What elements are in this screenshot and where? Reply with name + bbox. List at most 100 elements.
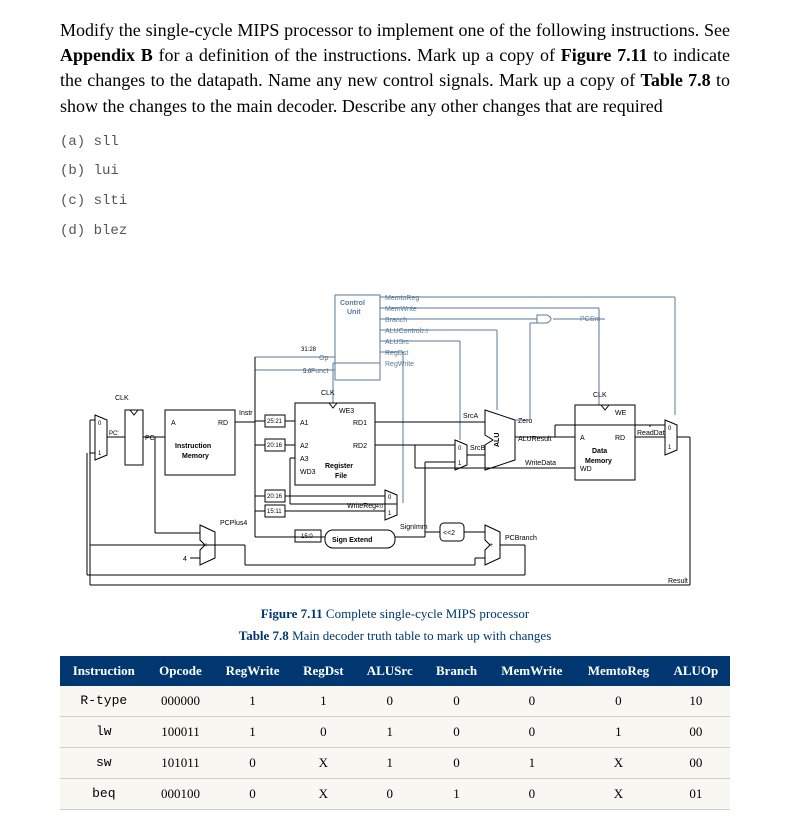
- td: 01: [662, 779, 730, 810]
- td: X: [292, 779, 355, 810]
- intro-ref-table: Table 7.8: [641, 70, 711, 90]
- lbl-clk: CLK: [115, 395, 129, 402]
- lbl-wd3: WD3: [300, 469, 316, 476]
- lbl-srca: SrcA: [463, 413, 479, 420]
- opt-code: slti: [94, 193, 128, 209]
- lbl-result: Result: [668, 578, 688, 585]
- lbl-writedata: WriteData: [525, 460, 556, 467]
- lbl-srcb: SrcB: [470, 445, 486, 452]
- lbl-op: Op: [319, 355, 328, 362]
- td: 00: [662, 748, 730, 779]
- table-header-row: Instruction Opcode RegWrite RegDst ALUSr…: [60, 656, 730, 686]
- td: R-type: [60, 686, 148, 717]
- lbl-a2: A2: [300, 443, 309, 450]
- lbl-regdst: RegDst: [385, 350, 408, 357]
- table-cap-label: Table 7.8: [239, 628, 289, 643]
- lbl-signimm: SignImm: [400, 524, 428, 531]
- svg-text:Data: Data: [592, 448, 607, 455]
- td: sw: [60, 748, 148, 779]
- svg-text:Register: Register: [325, 463, 353, 470]
- lbl-memtoreg: MemtoReg: [385, 295, 419, 302]
- option-c: (c) slti: [60, 192, 730, 212]
- svg-text:31:28: 31:28: [301, 347, 317, 353]
- lbl-rd: RD: [218, 420, 228, 427]
- td: X: [292, 748, 355, 779]
- opt-marker: (c): [60, 193, 85, 209]
- th-opcode: Opcode: [148, 656, 214, 686]
- td: X: [575, 748, 662, 779]
- lbl-signext: Sign Extend: [332, 537, 372, 544]
- mips-diagram: CLK PC 0 1 PC' A RD Instruction Memory C…: [85, 265, 705, 595]
- opt-marker: (d): [60, 223, 85, 239]
- lbl-memwrite: MemWrite: [385, 306, 417, 313]
- td: 1: [489, 748, 575, 779]
- td: 0: [489, 779, 575, 810]
- lbl-funct: Funct: [311, 368, 329, 375]
- th-aluop: ALUOp: [662, 656, 730, 686]
- svg-text:Control: Control: [340, 300, 365, 307]
- intro-ref-appendix: Appendix B: [60, 45, 153, 65]
- opt-code: blez: [94, 223, 128, 239]
- lbl-alu: ALU: [494, 433, 501, 447]
- table-row: lw 100011 1 0 1 0 0 1 00: [60, 716, 730, 747]
- lbl-pcprime: PC': [109, 431, 118, 437]
- svg-text:20:16: 20:16: [267, 494, 283, 500]
- td: 0: [292, 716, 355, 747]
- opt-code: sll: [94, 134, 119, 150]
- lbl-rd2: RD2: [353, 443, 367, 450]
- svg-text:25:21: 25:21: [267, 419, 283, 425]
- td: 0: [355, 779, 425, 810]
- th-regdst: RegDst: [292, 656, 355, 686]
- intro-seg-2: for a definition of the instructions. Ma…: [153, 45, 561, 65]
- intro-seg-0: Modify the single-cycle MIPS processor t…: [60, 20, 730, 40]
- lbl-regwrite: RegWrite: [385, 361, 414, 368]
- lbl-clk2: CLK: [321, 390, 335, 397]
- lbl-we3: WE3: [339, 408, 354, 415]
- td: 1: [292, 686, 355, 717]
- td: 0: [424, 686, 488, 717]
- lbl-wd: WD: [580, 466, 592, 473]
- td: 1: [355, 716, 425, 747]
- intro-paragraph: Modify the single-cycle MIPS processor t…: [60, 18, 730, 119]
- opt-marker: (b): [60, 163, 85, 179]
- td: 00: [662, 716, 730, 747]
- lbl-instr: Instr: [239, 410, 253, 417]
- td: 0: [213, 748, 291, 779]
- td: 100011: [148, 716, 214, 747]
- td: beq: [60, 779, 148, 810]
- lbl-pc: PC: [145, 435, 155, 442]
- svg-text:+: +: [489, 542, 493, 549]
- td: 0: [489, 716, 575, 747]
- th-memwrite: MemWrite: [489, 656, 575, 686]
- svg-text:ALUControl2:0: ALUControl2:0: [385, 328, 428, 335]
- lbl-a1: A1: [300, 420, 309, 427]
- td: 0: [489, 686, 575, 717]
- table-caption: Table 7.8 Main decoder truth table to ma…: [60, 627, 730, 645]
- lbl-alusrc: ALUSrc: [385, 339, 410, 346]
- table-row: beq 000100 0 X 0 1 0 X 01: [60, 779, 730, 810]
- th-alusrc: ALUSrc: [355, 656, 425, 686]
- td: 000100: [148, 779, 214, 810]
- svg-text:Memory: Memory: [182, 453, 209, 460]
- th-memtoreg: MemtoReg: [575, 656, 662, 686]
- lbl-pcbranch: PCBranch: [505, 535, 537, 542]
- lbl-a: A: [171, 420, 176, 427]
- td: 1: [575, 716, 662, 747]
- lbl-a3: A3: [300, 456, 309, 463]
- fig-cap-label: Figure 7.11: [261, 606, 323, 621]
- lbl-readdata: ReadData: [637, 430, 669, 437]
- td: 0: [575, 686, 662, 717]
- decoder-table: Instruction Opcode RegWrite RegDst ALUSr…: [60, 656, 730, 811]
- option-b: (b) lui: [60, 162, 730, 182]
- svg-text:20:16: 20:16: [267, 443, 283, 449]
- td: 101011: [148, 748, 214, 779]
- figure-container: CLK PC 0 1 PC' A RD Instruction Memory C…: [60, 265, 730, 595]
- td: lw: [60, 716, 148, 747]
- lbl-clk3: CLK: [593, 392, 607, 399]
- td: 000000: [148, 686, 214, 717]
- table-cap-text: Main decoder truth table to mark up with…: [292, 628, 551, 643]
- fig-cap-text: Complete single-cycle MIPS processor: [326, 606, 529, 621]
- th-branch: Branch: [424, 656, 488, 686]
- td: 1: [213, 686, 291, 717]
- td: 0: [355, 686, 425, 717]
